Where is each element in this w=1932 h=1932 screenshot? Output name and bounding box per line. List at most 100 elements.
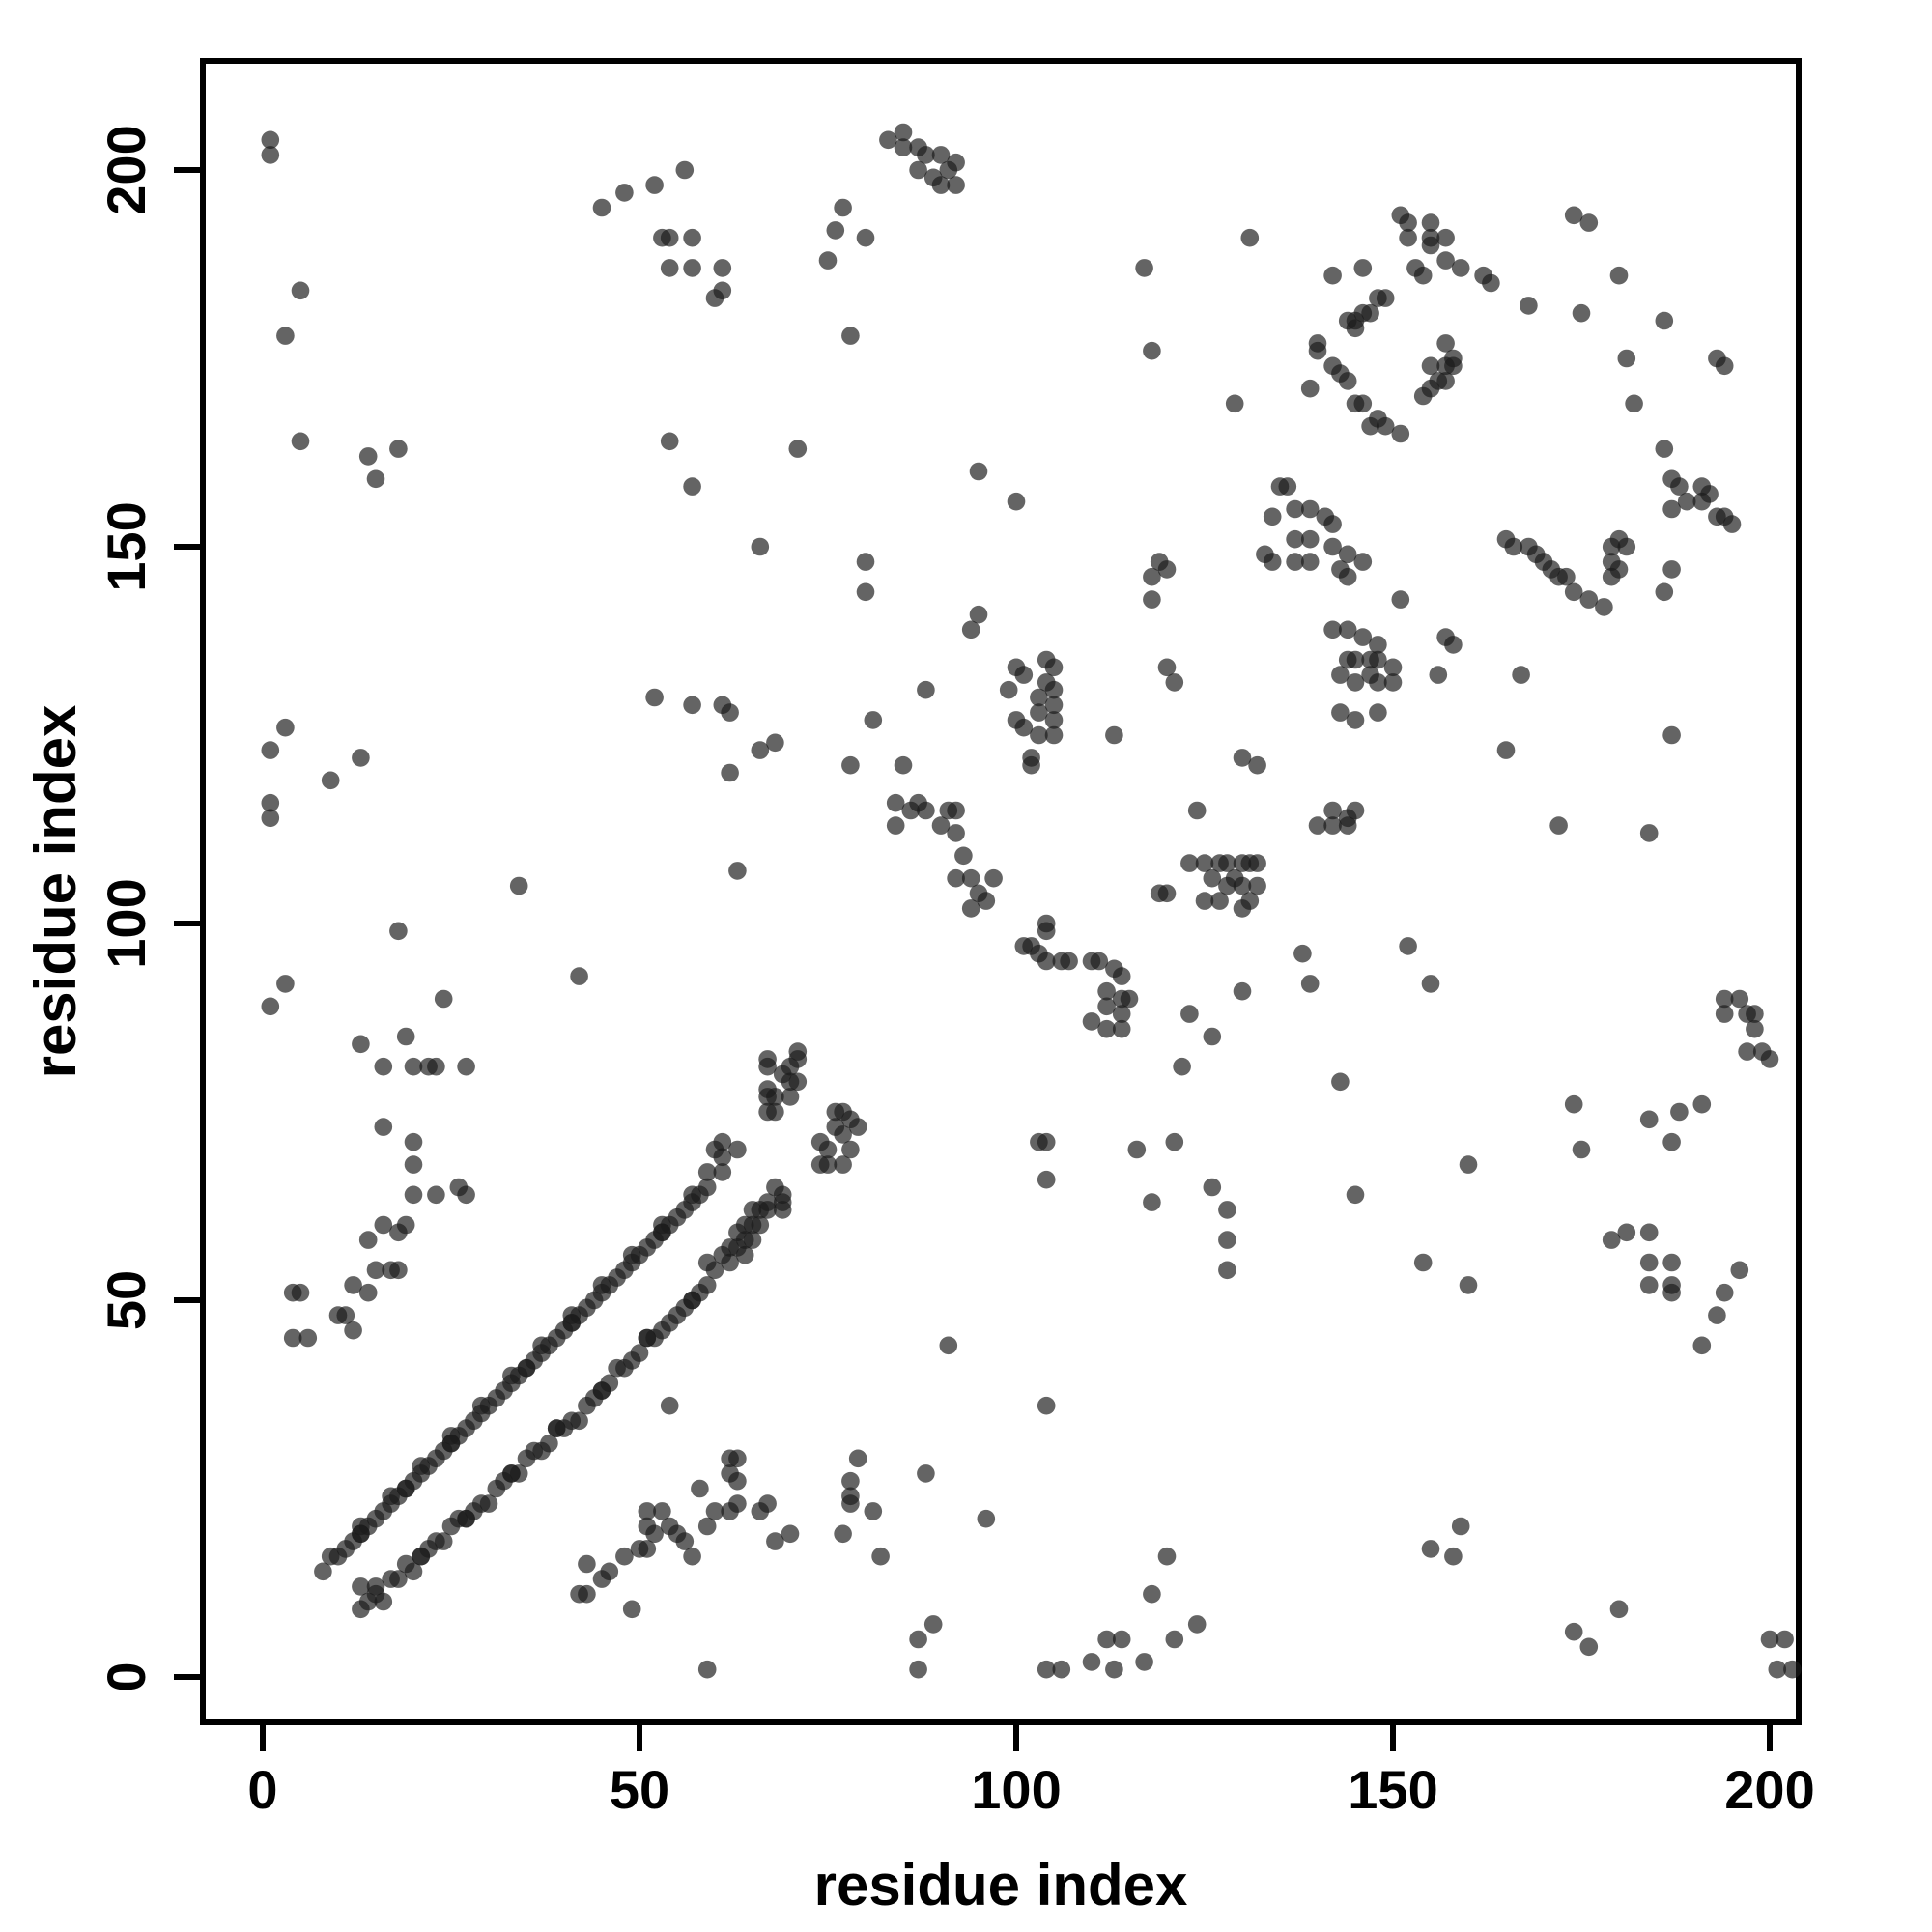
data-point — [434, 1532, 453, 1550]
data-point — [1512, 666, 1530, 684]
data-point — [1715, 356, 1734, 376]
data-point — [457, 1509, 475, 1528]
data-point — [1248, 876, 1266, 895]
data-point — [1625, 394, 1643, 413]
data-point — [1421, 236, 1440, 255]
data-point — [509, 876, 528, 895]
data-point — [766, 733, 784, 753]
data-point — [1346, 711, 1365, 729]
data-point — [1692, 1094, 1712, 1114]
data-point — [683, 228, 701, 247]
data-point — [660, 1396, 679, 1415]
data-point — [773, 1201, 792, 1219]
data-point — [697, 1660, 717, 1679]
data-point — [427, 1057, 445, 1076]
data-point — [1376, 416, 1395, 436]
data-point — [374, 1592, 393, 1611]
data-point — [1451, 259, 1470, 277]
data-point — [1609, 1600, 1629, 1619]
data-point — [864, 711, 883, 729]
data-point — [352, 1524, 370, 1544]
data-point — [713, 1132, 732, 1151]
data-point — [697, 1517, 717, 1536]
y-tick-label: 0 — [96, 1662, 156, 1691]
data-point — [1278, 477, 1297, 496]
data-point — [1730, 1261, 1749, 1280]
data-point — [1369, 650, 1387, 669]
data-point — [947, 824, 965, 842]
data-point — [352, 749, 370, 767]
data-point — [1746, 1005, 1764, 1023]
data-point — [1436, 372, 1455, 390]
data-point — [931, 176, 951, 194]
data-point — [592, 198, 611, 217]
data-point — [984, 868, 1003, 888]
y-axis-ticks: 0 50 100 150 200 — [96, 125, 203, 1692]
data-point — [818, 251, 838, 270]
data-point — [917, 801, 935, 820]
data-point — [1353, 553, 1373, 571]
data-point — [705, 1261, 724, 1280]
data-point — [592, 1570, 611, 1588]
data-point — [1052, 1660, 1071, 1679]
data-point — [1655, 440, 1674, 458]
data-point — [261, 130, 280, 150]
data-point — [864, 1502, 883, 1520]
data-point — [1662, 560, 1681, 579]
data-point — [999, 680, 1018, 699]
data-point — [1579, 213, 1599, 232]
data-point — [961, 899, 980, 918]
data-point — [1413, 386, 1433, 406]
data-point — [969, 462, 988, 481]
data-point — [977, 1509, 996, 1528]
data-point — [931, 816, 951, 835]
data-point — [1353, 394, 1373, 413]
data-point — [1338, 545, 1357, 564]
data-point — [1677, 492, 1696, 511]
data-point — [1022, 755, 1040, 775]
data-point — [1308, 816, 1327, 835]
data-point — [818, 1140, 838, 1159]
data-point — [1662, 1132, 1681, 1151]
data-point — [570, 967, 588, 985]
scatter-points — [261, 123, 1802, 1679]
data-point — [1459, 1155, 1478, 1174]
data-point — [1090, 952, 1109, 971]
data-point — [1044, 696, 1064, 715]
data-point — [1595, 598, 1613, 616]
data-point — [1662, 499, 1681, 519]
data-point — [1399, 937, 1417, 955]
data-point — [291, 281, 310, 300]
data-point — [1263, 507, 1282, 526]
data-point — [1300, 499, 1320, 519]
data-point — [1225, 394, 1244, 413]
data-point — [1112, 1019, 1131, 1038]
data-point — [396, 1027, 415, 1046]
data-point — [886, 816, 905, 835]
data-point — [298, 1328, 318, 1348]
data-point — [1187, 801, 1207, 820]
data-point — [1044, 680, 1064, 699]
data-point — [344, 1321, 362, 1340]
data-point — [615, 184, 634, 202]
data-point — [1338, 567, 1357, 586]
data-point — [1338, 372, 1357, 390]
data-point — [1308, 341, 1327, 360]
data-point — [1218, 1201, 1236, 1219]
data-point — [1037, 1132, 1056, 1151]
data-point — [404, 1562, 423, 1581]
data-point — [954, 846, 973, 866]
data-point — [1323, 537, 1342, 556]
data-point — [1738, 1042, 1756, 1061]
data-point — [1617, 1223, 1636, 1242]
data-point — [939, 1336, 958, 1355]
data-point — [1421, 975, 1440, 993]
data-point — [668, 1524, 687, 1544]
data-point — [1120, 989, 1139, 1009]
data-point — [856, 553, 875, 571]
data-point — [1579, 1637, 1599, 1657]
data-point — [1300, 529, 1320, 549]
data-point — [1376, 289, 1395, 307]
data-point — [261, 146, 280, 164]
